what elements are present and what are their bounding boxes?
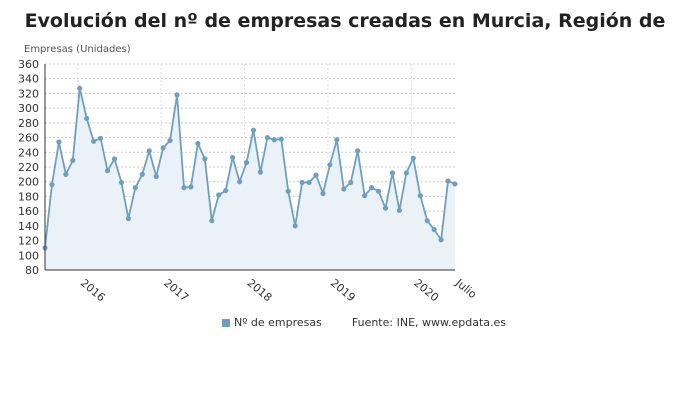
legend: Nº de empresas Fuente: INE, www.epdata.e… [222,316,506,329]
svg-text:2017: 2017 [161,276,191,304]
legend-label: Nº de empresas [234,316,322,329]
svg-text:80: 80 [25,264,39,277]
svg-text:140: 140 [18,220,39,233]
svg-text:Julio: Julio [452,276,479,302]
svg-text:280: 280 [18,117,39,130]
svg-text:2019: 2019 [328,276,358,304]
svg-text:300: 300 [18,102,39,115]
svg-text:100: 100 [18,249,39,262]
svg-text:220: 220 [18,161,39,174]
svg-text:260: 260 [18,132,39,145]
svg-text:180: 180 [18,190,39,203]
svg-text:240: 240 [18,146,39,159]
svg-text:340: 340 [18,73,39,86]
svg-text:160: 160 [18,205,39,218]
svg-text:2020: 2020 [411,276,441,304]
svg-text:360: 360 [18,58,39,71]
legend-swatch [222,318,230,327]
line-chart: 8010012014016018020022024026028030032034… [18,58,479,304]
svg-text:200: 200 [18,176,39,189]
svg-text:2016: 2016 [78,276,108,304]
source-text: Fuente: INE, www.epdata.es [351,316,507,329]
chart-title: Evolución del nº de empresas creadas en … [24,10,666,32]
svg-text:2018: 2018 [245,276,275,304]
y-axis-label: Empresas (Unidades) [24,44,131,55]
svg-text:320: 320 [18,87,39,100]
svg-text:120: 120 [18,235,39,248]
